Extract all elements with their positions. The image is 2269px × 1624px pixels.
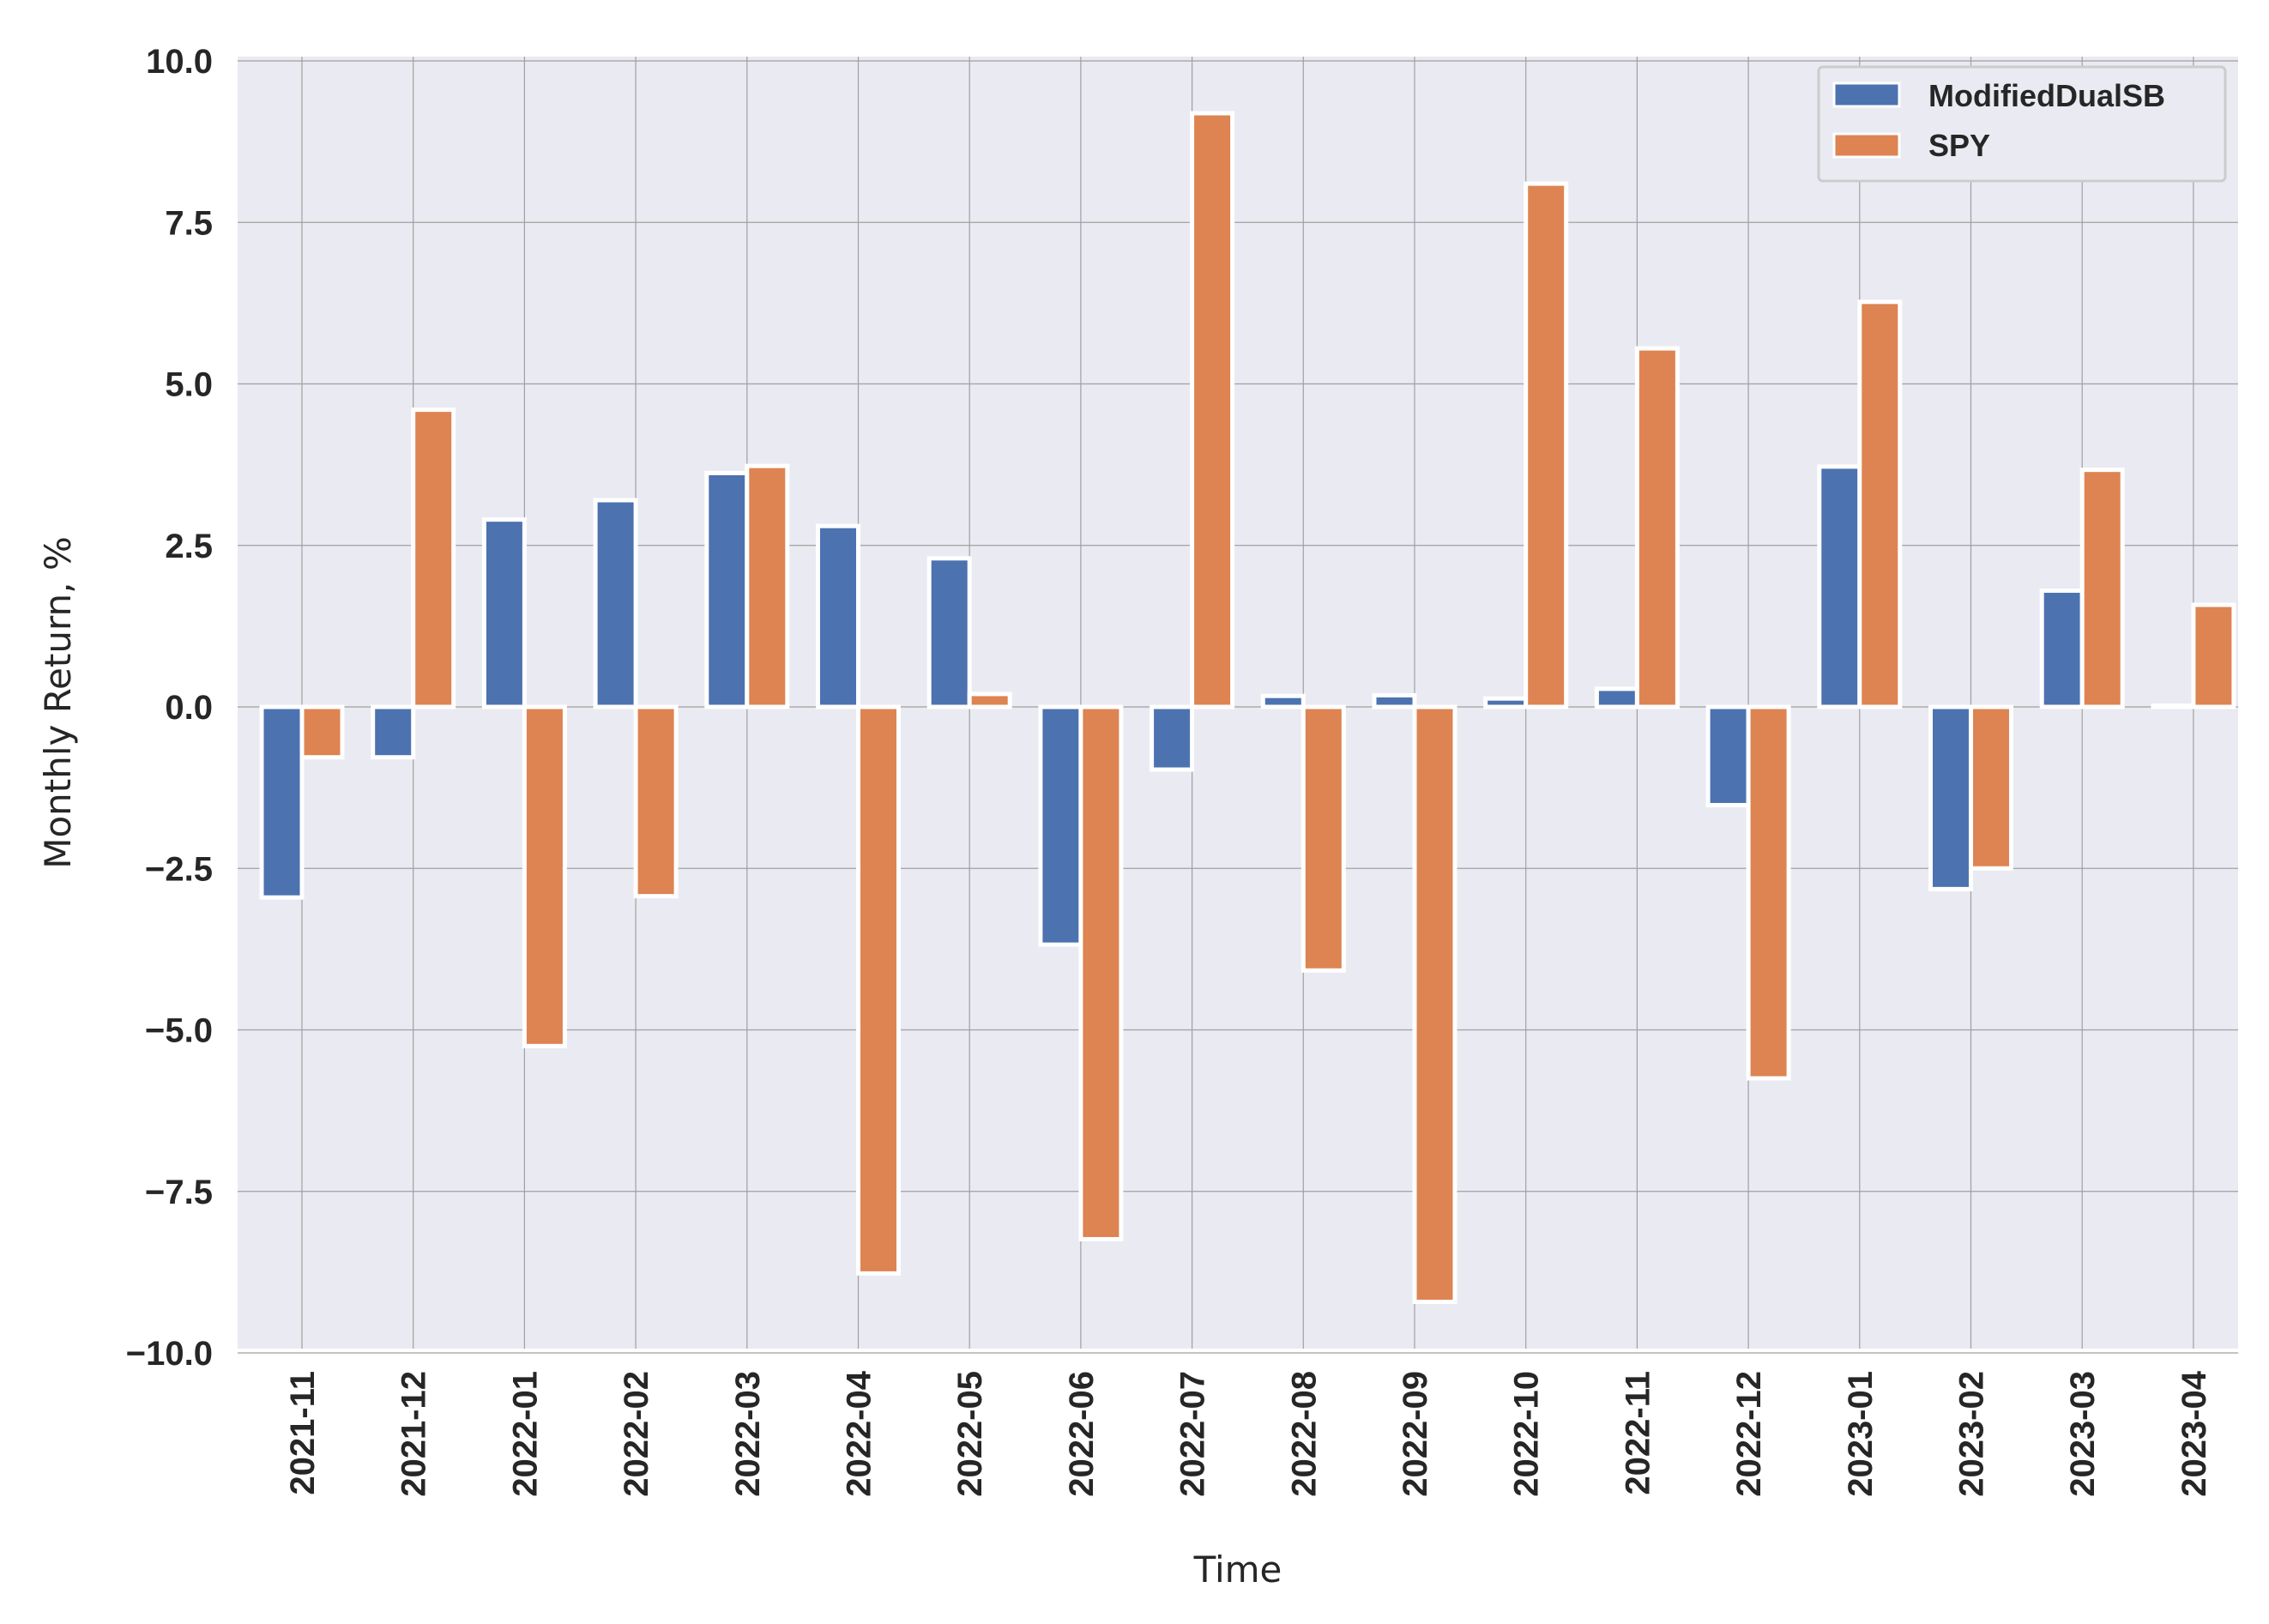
bar-spy xyxy=(1190,111,1235,709)
bar-modifieddualsb xyxy=(1594,686,1639,709)
x-tick-label: 2022-06 xyxy=(1063,1371,1101,1497)
x-tick-labels: 2021-11 2021-12 2022-01 2022-02 2022-03 2022-… xyxy=(284,1370,2213,1497)
x-tick-label: 2021-12 xyxy=(395,1371,433,1497)
bar-modifieddualsb xyxy=(1928,704,1973,891)
y-gridlines xyxy=(238,60,2238,1354)
bar-spy xyxy=(1524,181,1569,709)
bar-modifieddualsb xyxy=(1038,704,1083,947)
bar-spy xyxy=(967,691,1012,709)
x-axis-label: Time xyxy=(1193,1549,1282,1591)
plot-area xyxy=(238,57,2238,1349)
bar-modifieddualsb xyxy=(2151,703,2196,709)
bar-spy xyxy=(1300,704,1346,973)
legend: ModifiedDualSB SPY xyxy=(1817,65,2227,183)
bar-spy xyxy=(856,704,901,1276)
bar-modifieddualsb xyxy=(1150,704,1195,772)
bar-spy xyxy=(1412,704,1457,1305)
bar-spy xyxy=(1857,299,1903,709)
y-tick-label: 2.5 xyxy=(165,528,213,565)
bar-modifieddualsb xyxy=(481,517,527,709)
bar-spy xyxy=(411,408,456,709)
y-tick-label: 5.0 xyxy=(165,366,213,404)
bar-modifieddualsb xyxy=(1483,696,1529,709)
bar-spy xyxy=(1969,704,2013,871)
y-tick-label: −5.0 xyxy=(145,1012,213,1050)
x-tick-label: 2023-04 xyxy=(2175,1370,2213,1497)
x-tick-label: 2023-03 xyxy=(2064,1371,2102,1497)
y-tick-labels: 10.0 7.5 5.0 2.5 0.0 −2.5 −5.0 −7.5 −10.0 xyxy=(126,43,213,1373)
x-tick-label: 2022-03 xyxy=(729,1371,767,1497)
x-tick-label: 2022-07 xyxy=(1174,1371,1212,1497)
x-tick-label: 2022-11 xyxy=(1619,1371,1656,1495)
y-tick-label: 10.0 xyxy=(146,43,213,81)
bar-spy xyxy=(1634,346,1680,709)
y-tick-label: −7.5 xyxy=(145,1174,213,1211)
x-tick-label: 2022-09 xyxy=(1397,1371,1434,1497)
bar-modifieddualsb xyxy=(2039,588,2085,709)
bar-modifieddualsb xyxy=(1705,704,1751,807)
y-axis-label: Monthly Return, % xyxy=(37,536,79,869)
x-tick-label: 2022-12 xyxy=(1730,1371,1768,1497)
bar-modifieddualsb xyxy=(1372,692,1417,709)
bar-spy xyxy=(633,704,679,899)
bars xyxy=(259,111,2236,1305)
bar-modifieddualsb xyxy=(1817,464,1862,709)
x-tick-label: 2022-02 xyxy=(618,1371,655,1497)
bar-spy xyxy=(2079,468,2125,709)
bar-spy xyxy=(1078,704,1124,1241)
bar-modifieddualsb xyxy=(1260,693,1306,709)
bar-spy xyxy=(745,463,790,709)
y-tick-label: 7.5 xyxy=(165,204,213,242)
bar-spy xyxy=(2191,602,2236,709)
x-tick-label: 2022-10 xyxy=(1508,1371,1546,1497)
bar-modifieddualsb xyxy=(593,498,638,709)
x-tick-label: 2022-01 xyxy=(506,1371,544,1497)
y-tick-label: −10.0 xyxy=(126,1335,213,1373)
x-tick-label: 2023-01 xyxy=(1842,1371,1880,1497)
bar-spy xyxy=(1746,704,1791,1081)
x-tick-label: 2023-02 xyxy=(1953,1371,1991,1497)
legend-label-modifieddualsb: ModifiedDualSB xyxy=(1928,78,2165,113)
bar-spy xyxy=(522,704,567,1048)
bar-modifieddualsb xyxy=(704,470,750,709)
x-tick-label: 2021-11 xyxy=(284,1371,322,1495)
x-tick-label: 2022-05 xyxy=(951,1371,989,1497)
bar-modifieddualsb xyxy=(371,704,416,760)
y-tick-label: −2.5 xyxy=(145,850,213,888)
bar-spy xyxy=(299,704,345,760)
legend-swatch-spy xyxy=(1832,132,1901,159)
legend-label-spy: SPY xyxy=(1928,128,1990,163)
x-tick-label: 2022-04 xyxy=(841,1370,878,1497)
legend-box xyxy=(1817,65,2227,183)
legend-swatch-modifieddualsb xyxy=(1832,82,1901,108)
bar-modifieddualsb xyxy=(816,523,860,709)
bar-modifieddualsb xyxy=(259,704,305,900)
bar-modifieddualsb xyxy=(926,556,972,709)
x-tick-label: 2022-08 xyxy=(1285,1371,1323,1497)
y-tick-label: 0.0 xyxy=(165,689,213,727)
